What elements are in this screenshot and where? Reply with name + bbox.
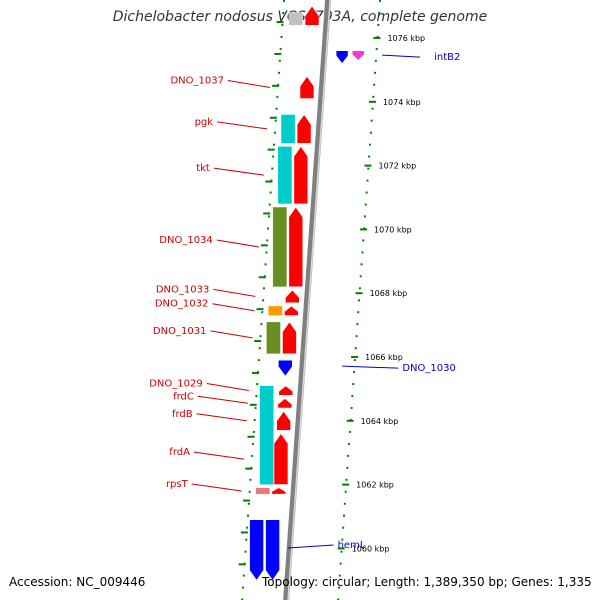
leader-line xyxy=(210,330,253,339)
gene-label-pgk: pgk xyxy=(195,117,214,128)
gene-dno_1031 xyxy=(282,321,297,355)
gene-label-tkt: tkt xyxy=(196,163,210,174)
dotted-guides xyxy=(238,0,382,600)
gene-label-dno_1030: DNO_1030 xyxy=(402,363,456,374)
kbp-axis: 1076 kbp 1074 kbp 1072 kbp 1070 kbp 1068 kbp… xyxy=(337,34,425,553)
cog-cyan-3 xyxy=(259,385,274,485)
gene-label-rpst: rpsT xyxy=(166,479,189,490)
gene-top-forward xyxy=(304,5,320,26)
tick-label: 1068 kbp xyxy=(370,289,408,298)
cog-cyan-2 xyxy=(277,146,293,205)
backbone-line xyxy=(283,0,332,600)
leader-line xyxy=(213,288,256,297)
gene-label-dno_1029: DNO_1029 xyxy=(149,378,203,389)
cog-feature-track xyxy=(255,12,304,495)
backbone-highlight xyxy=(287,0,331,600)
gene-heml xyxy=(249,519,264,581)
gene-dno_1034 xyxy=(288,206,304,288)
gene-label-dno_1033: DNO_1033 xyxy=(156,284,210,295)
cog-olive-1 xyxy=(272,206,288,288)
gene-label-heml: hemL xyxy=(338,540,366,551)
leader-line xyxy=(191,483,242,492)
tick-label: 1076 kbp xyxy=(387,34,425,43)
gene-intb2-neighbor xyxy=(351,50,365,61)
gene-label-dno_1031: DNO_1031 xyxy=(153,326,207,337)
tick-label: 1064 kbp xyxy=(361,417,399,426)
gene-label-frdc: frdC xyxy=(173,391,194,402)
leader-line xyxy=(212,303,255,312)
gene-frdc xyxy=(277,398,293,409)
leader-line xyxy=(216,239,259,248)
leader-line xyxy=(217,121,268,130)
genome-backbone xyxy=(283,0,332,600)
gene-rpst xyxy=(271,487,287,495)
gene-dno_1037 xyxy=(299,75,315,99)
leader-line xyxy=(193,451,245,460)
gene-dno_1033 xyxy=(285,289,300,304)
tick-label: 1070 kbp xyxy=(374,225,412,234)
tick-label: 1074 kbp xyxy=(383,98,421,107)
leader-line xyxy=(227,79,271,88)
gene-track xyxy=(249,5,365,581)
tick-label: 1060 kbp xyxy=(352,544,390,553)
leader-line xyxy=(196,413,247,422)
leader-line xyxy=(287,544,334,549)
gene-frdb xyxy=(276,410,291,431)
cog-cyan-1 xyxy=(280,114,296,144)
cog-gray xyxy=(288,12,304,26)
cog-olive-2 xyxy=(266,321,281,355)
left-guide-dots xyxy=(241,0,286,600)
gene-pgk xyxy=(296,114,312,144)
gene-intb2 xyxy=(335,50,349,65)
gene-label-dno_1037: DNO_1037 xyxy=(170,75,224,86)
gene-frda xyxy=(273,433,289,485)
gene-tkt xyxy=(293,145,309,205)
accession-text: Accession: NC_009446 xyxy=(9,575,146,589)
gene-dno_1032 xyxy=(284,305,299,316)
gene-label-intb2: intB2 xyxy=(434,52,460,63)
gene-dno_1030 xyxy=(278,359,293,377)
cog-orange xyxy=(268,305,283,316)
leader-line xyxy=(342,365,399,369)
leader-line xyxy=(382,54,421,58)
tick-label: 1066 kbp xyxy=(365,353,403,362)
gene-label-frdb: frdB xyxy=(172,409,193,420)
gene-heml-2 xyxy=(265,519,280,581)
tick-label: 1072 kbp xyxy=(379,162,417,171)
leader-line xyxy=(213,167,264,176)
right-guide-dots xyxy=(337,0,382,600)
leader-line xyxy=(206,383,249,391)
genome-summary: Topology: circular; Length: 1,389,350 bp… xyxy=(262,575,592,589)
leader-line xyxy=(197,395,248,404)
tick-label: 1062 kbp xyxy=(356,481,394,490)
gene-dno_1029 xyxy=(278,385,294,396)
gene-label-dno_1034: DNO_1034 xyxy=(159,235,213,246)
cog-pink xyxy=(255,487,270,495)
gene-label-frda: frdA xyxy=(169,447,190,458)
gene-label-dno_1032: DNO_1032 xyxy=(155,299,209,310)
